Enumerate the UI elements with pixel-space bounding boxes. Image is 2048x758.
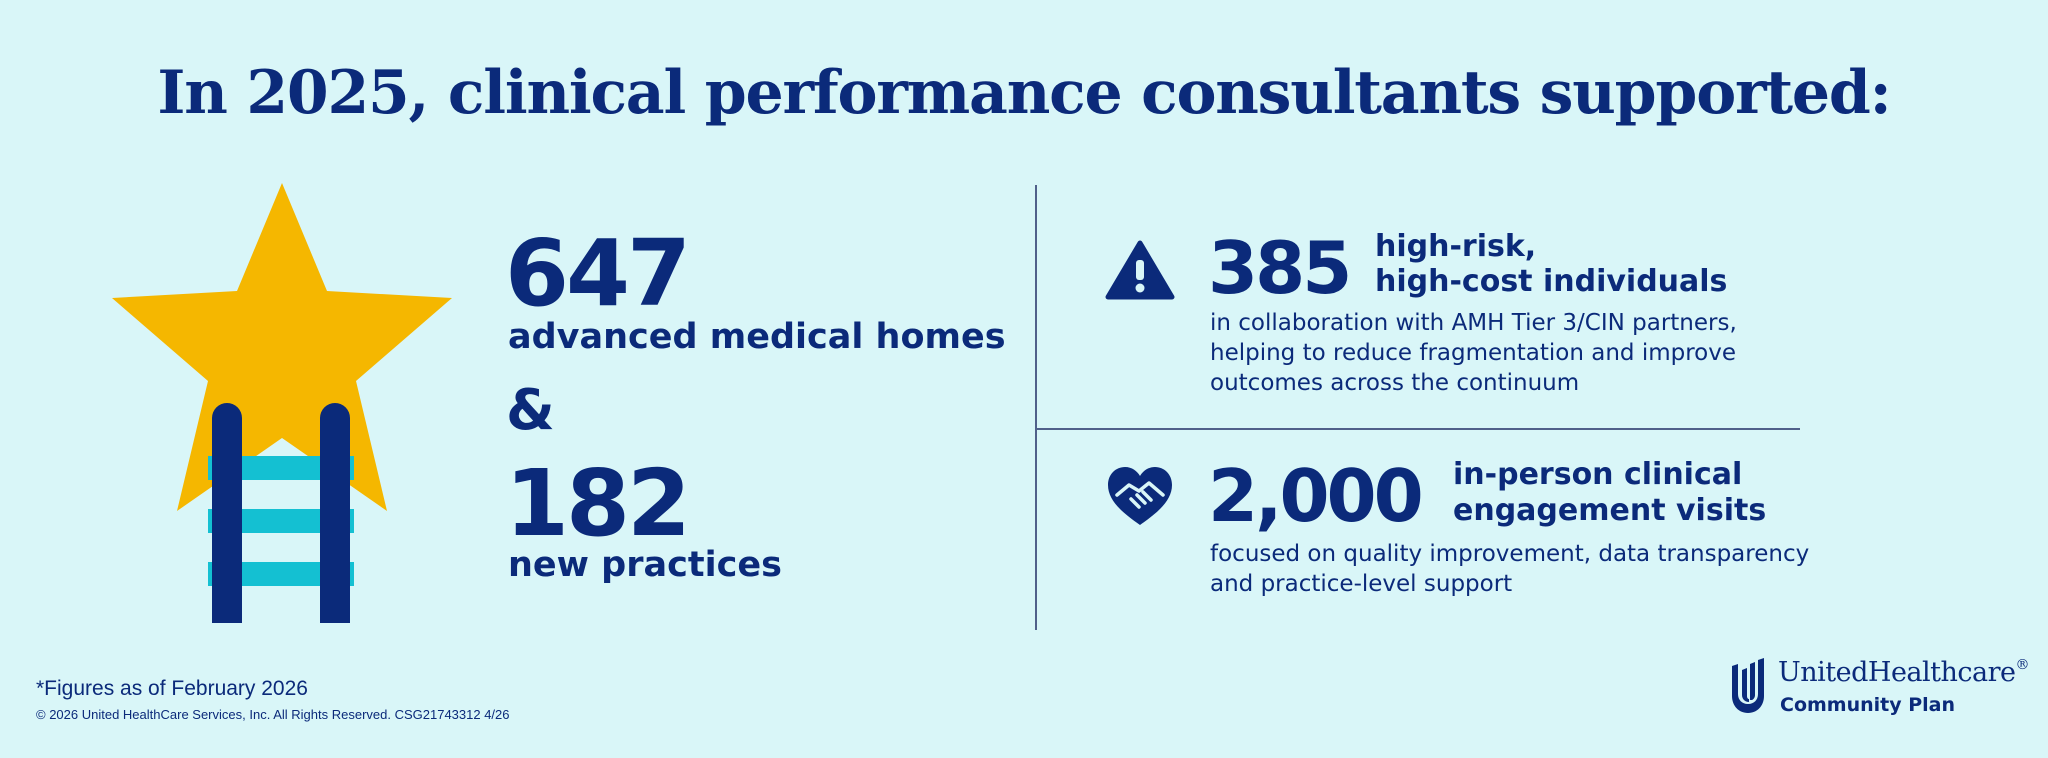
stat-2000-description-line-2: and practice-level support (1210, 571, 1513, 597)
ampersand: & (506, 378, 555, 443)
warning-triangle-icon (1105, 240, 1175, 300)
stat-2000-headline-line-2: engagement visits (1453, 493, 1767, 528)
stat-385-description-line-1: in collaboration with AMH Tier 3/CIN par… (1210, 310, 1737, 336)
heart-handshake-icon (1108, 467, 1172, 525)
footnote: *Figures as of February 2026 (36, 677, 308, 700)
star-with-ladder-icon (112, 183, 452, 623)
stat-2000-headline-line-1: in-person clinical (1453, 457, 1743, 492)
stat-182-caption: new practices (508, 545, 782, 585)
stat-385-number: 385 (1208, 226, 1352, 310)
stat-2000-description-line-1: focused on quality improvement, data tra… (1210, 541, 1810, 567)
ladder-rail-left-base (212, 593, 242, 623)
stat-385-headline-line-2: high-cost individuals (1375, 264, 1728, 299)
stat-385-headline-line-1: high-risk, (1375, 229, 1537, 264)
stat-647-number: 647 (505, 220, 691, 327)
ladder-rail-left (212, 403, 242, 623)
ladder-rail-right-base (320, 593, 350, 623)
brand-name: UnitedHealthcare® (1778, 657, 2029, 688)
copyright-notice: © 2026 United HealthCare Services, Inc. … (36, 707, 510, 722)
uhc-shield-logo-icon (1732, 658, 1764, 713)
stat-385-description-line-2: helping to reduce fragmentation and impr… (1210, 340, 1737, 366)
stat-385-description-line-3: outcomes across the continuum (1210, 370, 1580, 396)
vertical-divider (1035, 185, 1037, 630)
stat-647-caption: advanced medical homes (508, 317, 1006, 357)
page-title: In 2025, clinical performance consultant… (157, 58, 1891, 128)
stat-182-number: 182 (505, 450, 691, 557)
star-shape (112, 183, 452, 511)
ladder-rail-right (320, 403, 350, 623)
brand-subtitle: Community Plan (1780, 694, 1956, 716)
horizontal-divider (1035, 428, 1800, 430)
stat-2000-number: 2,000 (1208, 454, 1424, 538)
registered-mark: ® (2015, 657, 2030, 673)
